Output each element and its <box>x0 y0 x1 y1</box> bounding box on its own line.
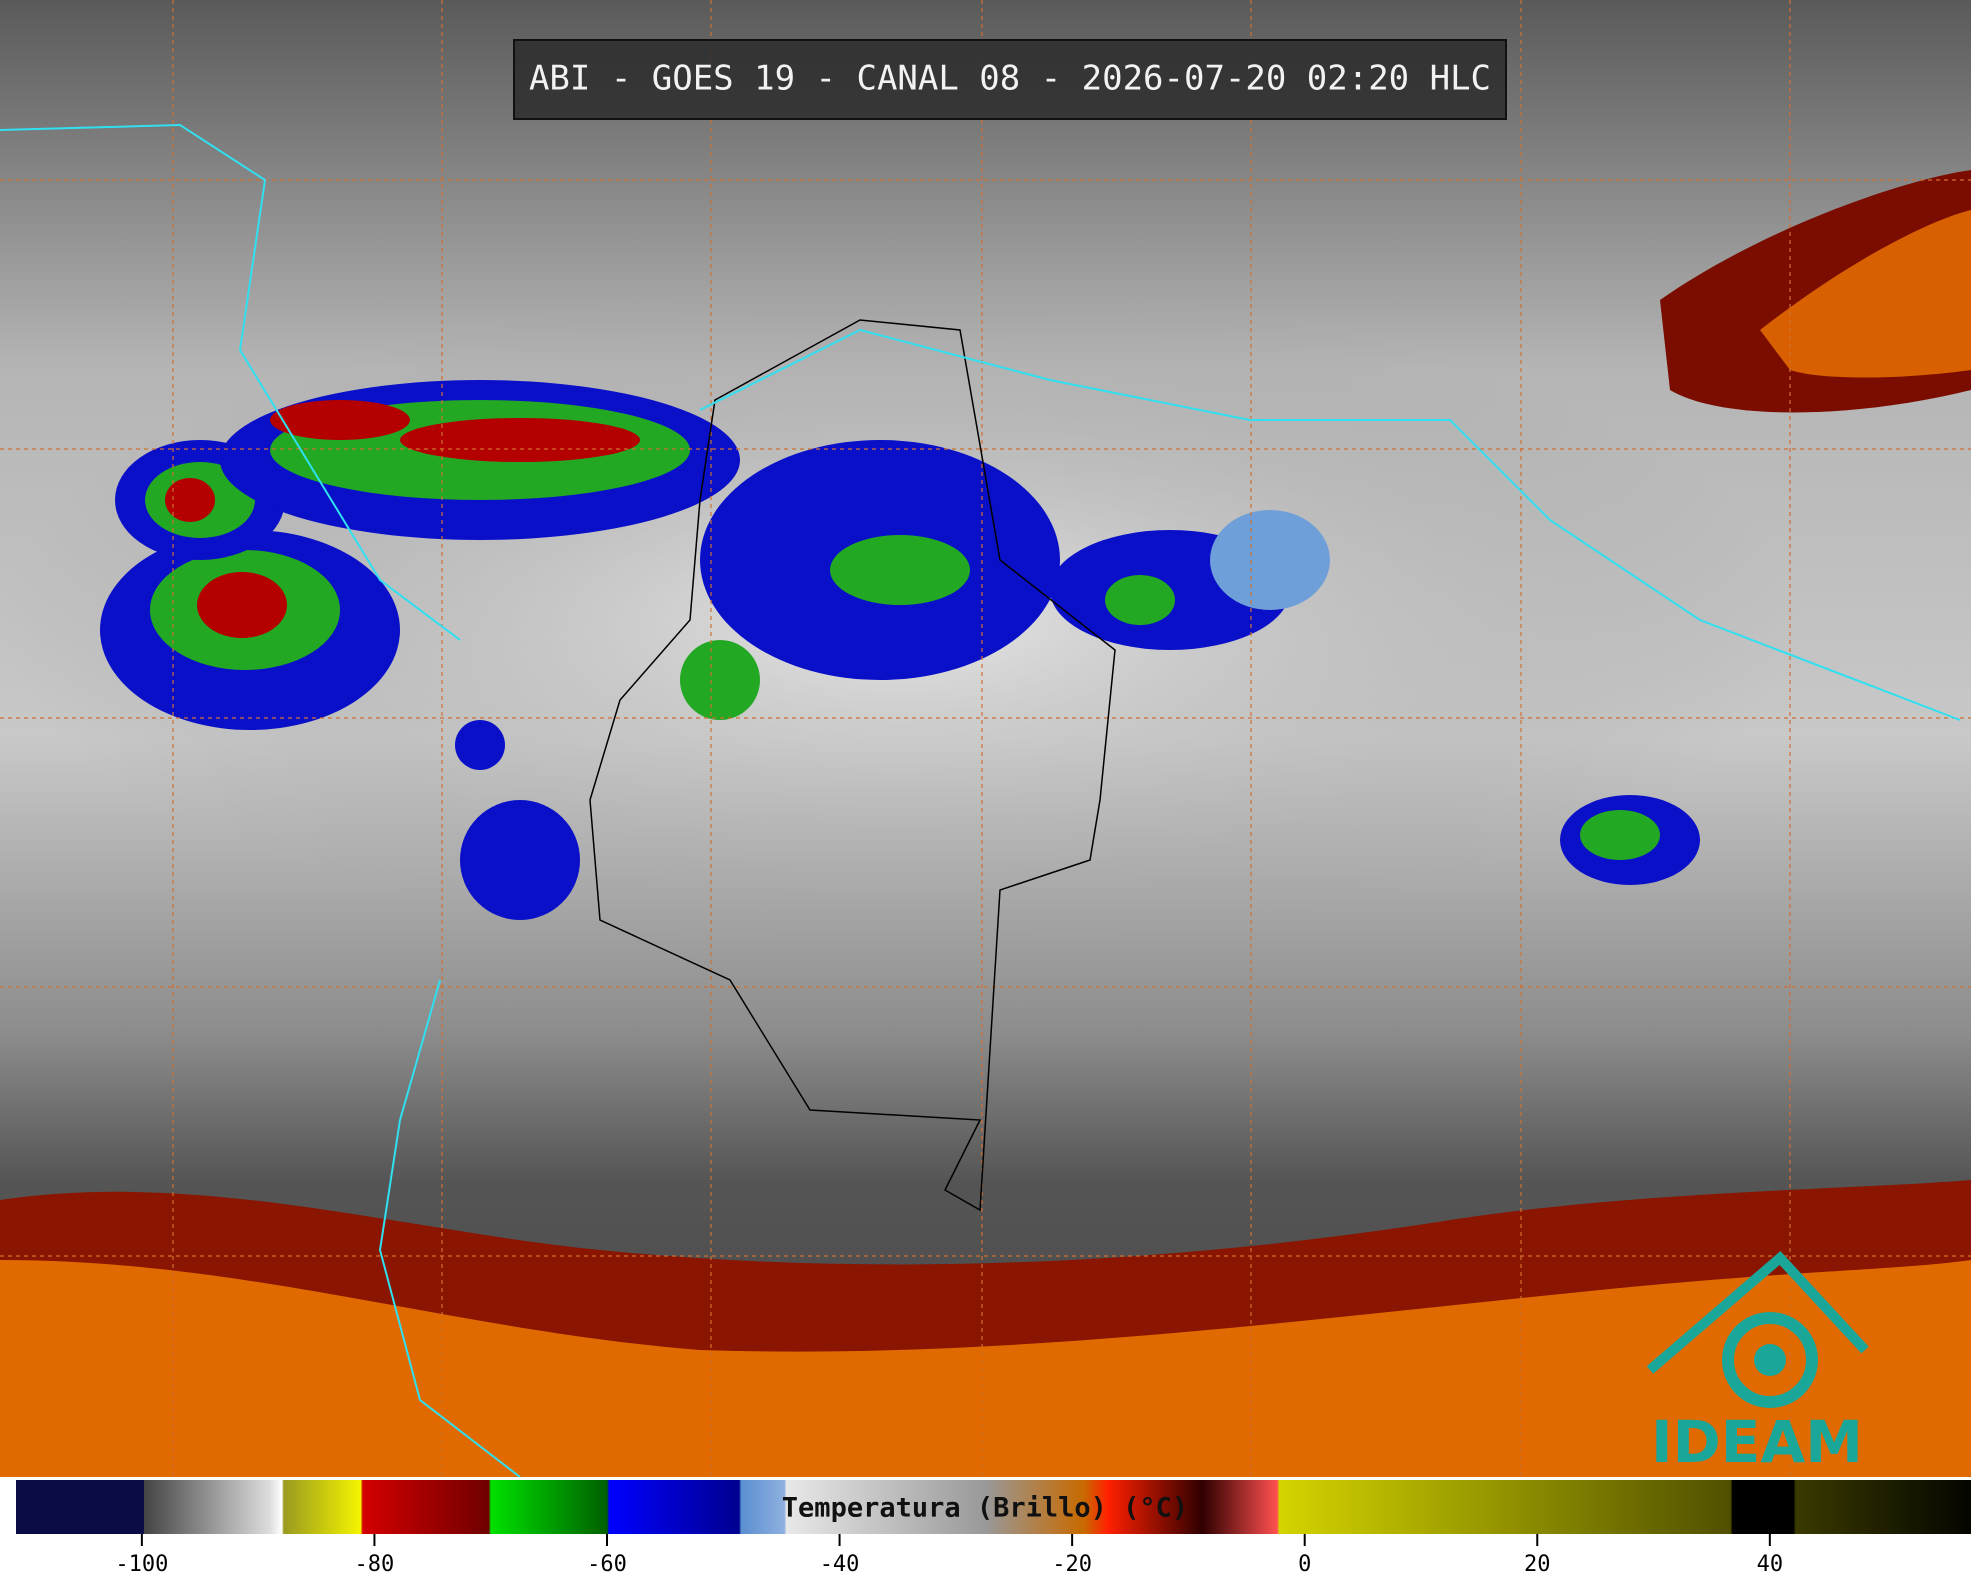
colorbar-label: Temperatura (Brillo) (°C) <box>782 1493 1188 1524</box>
imagery <box>0 0 1971 1478</box>
title-box: ABI - GOES 19 - CANAL 08 - 2026-07-20 02… <box>513 39 1507 120</box>
tick-label: 40 <box>1757 1552 1784 1577</box>
tick-label: 0 <box>1298 1552 1311 1577</box>
tick-label: -60 <box>587 1552 627 1577</box>
tick-label: -20 <box>1052 1552 1092 1577</box>
logo-text: IDEAM <box>1651 1408 1863 1476</box>
tick-label: 20 <box>1524 1552 1551 1577</box>
coastline <box>0 123 1961 1478</box>
tick-label: -40 <box>820 1552 860 1577</box>
convective-clouds <box>100 380 1700 920</box>
colorbar-ticks: -100 -80 -60 -40 -20 0 20 40 <box>115 1534 1783 1577</box>
country-borders <box>589 319 1116 1212</box>
tick-label: -100 <box>115 1552 168 1577</box>
tick-label: -80 <box>355 1552 395 1577</box>
colorbar <box>0 1480 1971 1534</box>
logo: IDEAM <box>1646 1251 1869 1476</box>
title: ABI - GOES 19 - CANAL 08 - 2026-07-20 02… <box>529 59 1491 99</box>
lat-lon-grid <box>0 0 1971 1477</box>
